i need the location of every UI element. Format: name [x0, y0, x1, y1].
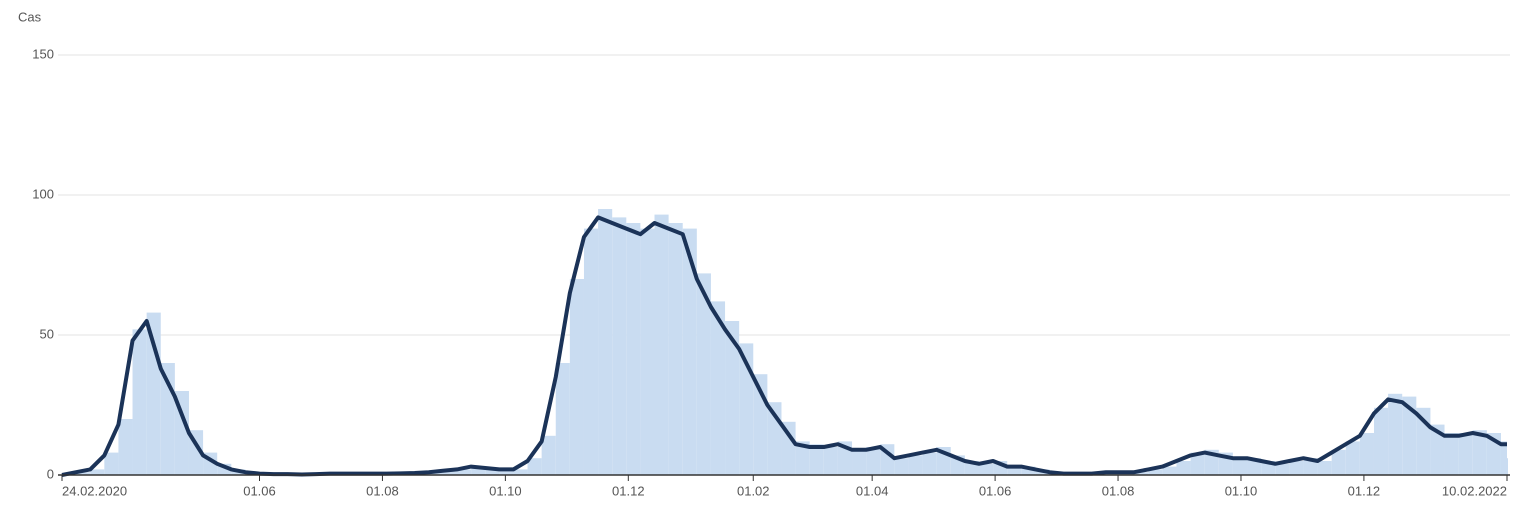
x-tick-label: 10.02.2022	[1442, 483, 1507, 498]
bar	[1289, 461, 1304, 475]
bar	[90, 469, 105, 475]
bar	[1345, 441, 1360, 475]
y-tick-label: 100	[32, 186, 54, 201]
bar	[668, 223, 683, 475]
bar	[76, 472, 91, 475]
bar	[217, 463, 232, 475]
bar	[654, 214, 669, 475]
bar	[555, 363, 570, 475]
bar	[1388, 393, 1403, 475]
bar	[1430, 424, 1445, 475]
bar	[1507, 458, 1508, 475]
bar	[725, 321, 740, 475]
bar	[1190, 452, 1205, 475]
bar	[1373, 407, 1389, 475]
bar	[1472, 430, 1487, 475]
x-tick-label: 24.02.2020	[62, 483, 127, 498]
x-tick-label: 01.12	[1348, 483, 1381, 498]
bar	[527, 458, 542, 475]
bar	[132, 329, 147, 475]
bar	[852, 449, 867, 475]
bar	[1275, 463, 1290, 475]
x-tick-label: 01.10	[489, 483, 522, 498]
x-tick-label: 01.04	[856, 483, 889, 498]
bar	[908, 455, 923, 475]
bar	[471, 466, 486, 475]
bar	[499, 469, 514, 475]
bar	[682, 228, 697, 475]
bar	[866, 447, 881, 475]
bar	[569, 279, 584, 475]
bar	[823, 447, 838, 475]
bar	[978, 463, 994, 475]
bar	[598, 209, 613, 475]
bar	[583, 228, 599, 475]
bar	[739, 343, 754, 475]
bar	[809, 444, 824, 475]
y-tick-label: 150	[32, 46, 54, 61]
bar	[1500, 441, 1507, 475]
bar	[894, 458, 909, 475]
x-tick-label: 01.08	[1102, 483, 1135, 498]
bar	[1317, 461, 1332, 475]
bar	[541, 435, 556, 475]
bar	[1162, 466, 1177, 475]
bar	[696, 273, 711, 475]
bar	[1148, 469, 1163, 475]
bar	[428, 472, 443, 475]
y-axis-label: Cas	[18, 9, 42, 24]
bar	[1021, 466, 1036, 475]
bar	[104, 452, 119, 475]
bar	[513, 469, 528, 475]
bar	[1247, 458, 1262, 475]
bar	[1303, 458, 1318, 475]
bar	[612, 217, 627, 475]
bar	[442, 470, 458, 475]
bar	[146, 312, 161, 475]
bar	[1402, 396, 1417, 475]
bar	[457, 469, 472, 475]
y-tick-label: 0	[47, 466, 54, 481]
bar	[1176, 461, 1191, 475]
y-tick-label: 50	[40, 326, 54, 341]
bar	[485, 468, 500, 475]
bar	[1232, 458, 1248, 475]
bar	[626, 223, 641, 475]
bar	[795, 441, 810, 475]
bar	[781, 421, 796, 475]
x-tick-label: 01.12	[612, 483, 645, 498]
x-tick-label: 01.06	[243, 483, 276, 498]
x-tick-label: 01.10	[1225, 483, 1258, 498]
bar	[1458, 433, 1473, 475]
bar	[118, 419, 133, 475]
bar	[922, 452, 937, 475]
x-tick-label: 01.06	[979, 483, 1012, 498]
bar	[1444, 433, 1459, 475]
x-tick-label: 01.08	[366, 483, 399, 498]
x-tick-label: 01.02	[737, 483, 770, 498]
bar	[1331, 449, 1346, 475]
bar	[1359, 433, 1374, 475]
bar	[174, 391, 189, 475]
bar	[1134, 472, 1149, 475]
bar	[710, 301, 726, 475]
bar	[640, 228, 655, 475]
bar	[1007, 466, 1022, 475]
